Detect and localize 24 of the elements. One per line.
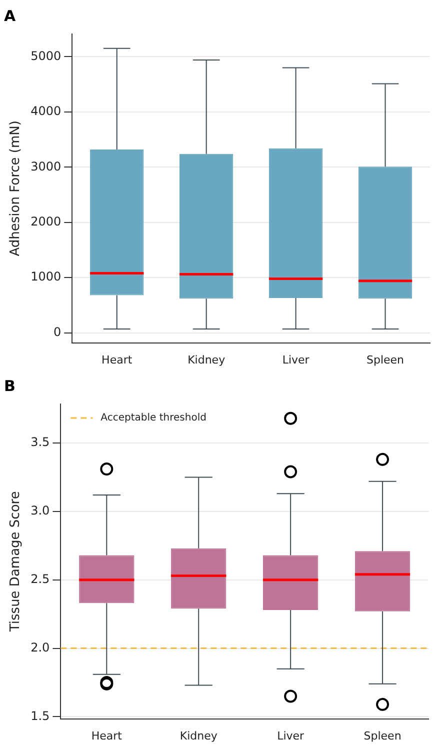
y-tick-label: 2.0 bbox=[30, 640, 50, 654]
x-tick-label: Kidney bbox=[180, 729, 218, 742]
y-tick-label: 2000 bbox=[30, 214, 62, 228]
legend-label: Acceptable threshold bbox=[100, 412, 206, 424]
y-tick-label: 3.5 bbox=[30, 435, 50, 450]
y-tick-label: 3.0 bbox=[30, 504, 50, 518]
chart-title: B bbox=[4, 376, 16, 395]
y-tick-label: 1.5 bbox=[30, 708, 50, 723]
x-tick-label: Spleen bbox=[366, 353, 404, 366]
x-tick-label: Liver bbox=[282, 353, 310, 366]
y-tick-label: 3000 bbox=[30, 159, 62, 174]
y-axis-title: Tissue Damage Score bbox=[8, 491, 24, 633]
x-tick-label: Heart bbox=[102, 353, 133, 366]
y-axis-title: Adhesion Force (mN) bbox=[8, 120, 24, 256]
x-tick-label: Kidney bbox=[188, 353, 226, 366]
chart-title: A bbox=[4, 6, 16, 25]
y-tick-label: 1000 bbox=[30, 270, 62, 284]
y-tick-label: 4000 bbox=[30, 104, 62, 118]
y-tick-label: 0 bbox=[54, 324, 62, 339]
x-tick-label: Spleen bbox=[364, 729, 402, 742]
x-tick-label: Liver bbox=[277, 729, 305, 742]
x-tick-label: Heart bbox=[91, 729, 123, 742]
y-tick-label: 5000 bbox=[30, 48, 62, 63]
y-tick-label: 2.5 bbox=[30, 572, 50, 586]
